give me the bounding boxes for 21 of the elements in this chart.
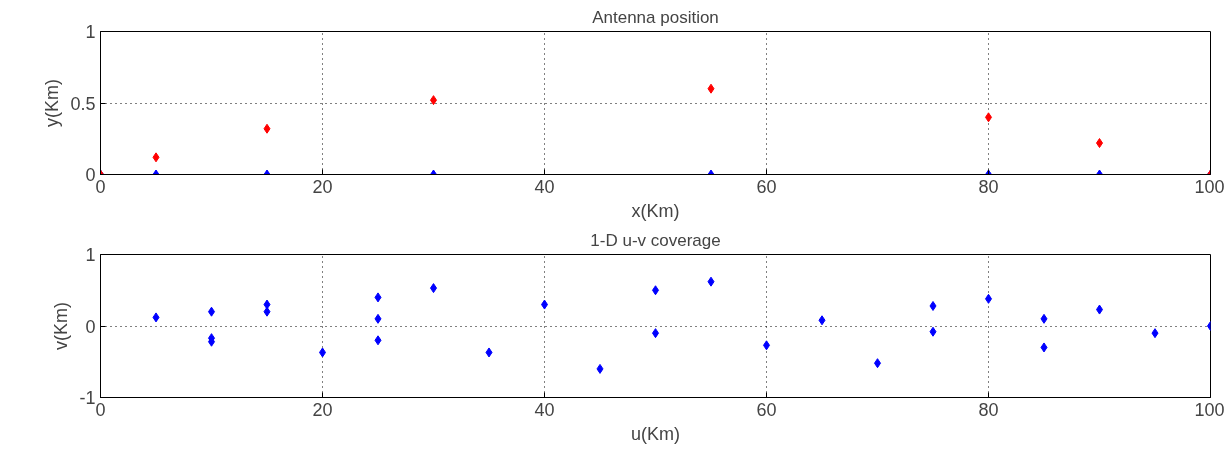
x-tick-label: 40 (534, 399, 555, 420)
x-tick-label: 20 (312, 176, 333, 197)
x-tick-label: 60 (756, 399, 777, 420)
x-tick-label: 40 (534, 176, 555, 197)
y-axis-title: y(Km) (42, 78, 63, 127)
x-tick-label: 100 (1194, 399, 1225, 420)
x-axis-title: u(Km) (631, 423, 680, 444)
x-tick-label: 80 (978, 176, 999, 197)
x-axis-title: x(Km) (631, 200, 680, 221)
y-axis-title: v(Km) (51, 301, 72, 350)
x-tick-label: 20 (312, 399, 333, 420)
y-tick-label: -1 (79, 388, 96, 408)
y-tick-label: 1 (85, 22, 96, 42)
x-tick-label: 60 (756, 176, 777, 197)
y-tick-label: 0.5 (70, 93, 96, 114)
y-tick-label: 0 (85, 316, 96, 337)
y-tick-label: 1 (85, 245, 96, 265)
chart-title: Antenna position (592, 7, 719, 27)
chart-title: 1-D u-v coverage (590, 230, 721, 250)
x-tick-label: 100 (1194, 176, 1225, 197)
x-tick-label: 80 (978, 399, 999, 420)
